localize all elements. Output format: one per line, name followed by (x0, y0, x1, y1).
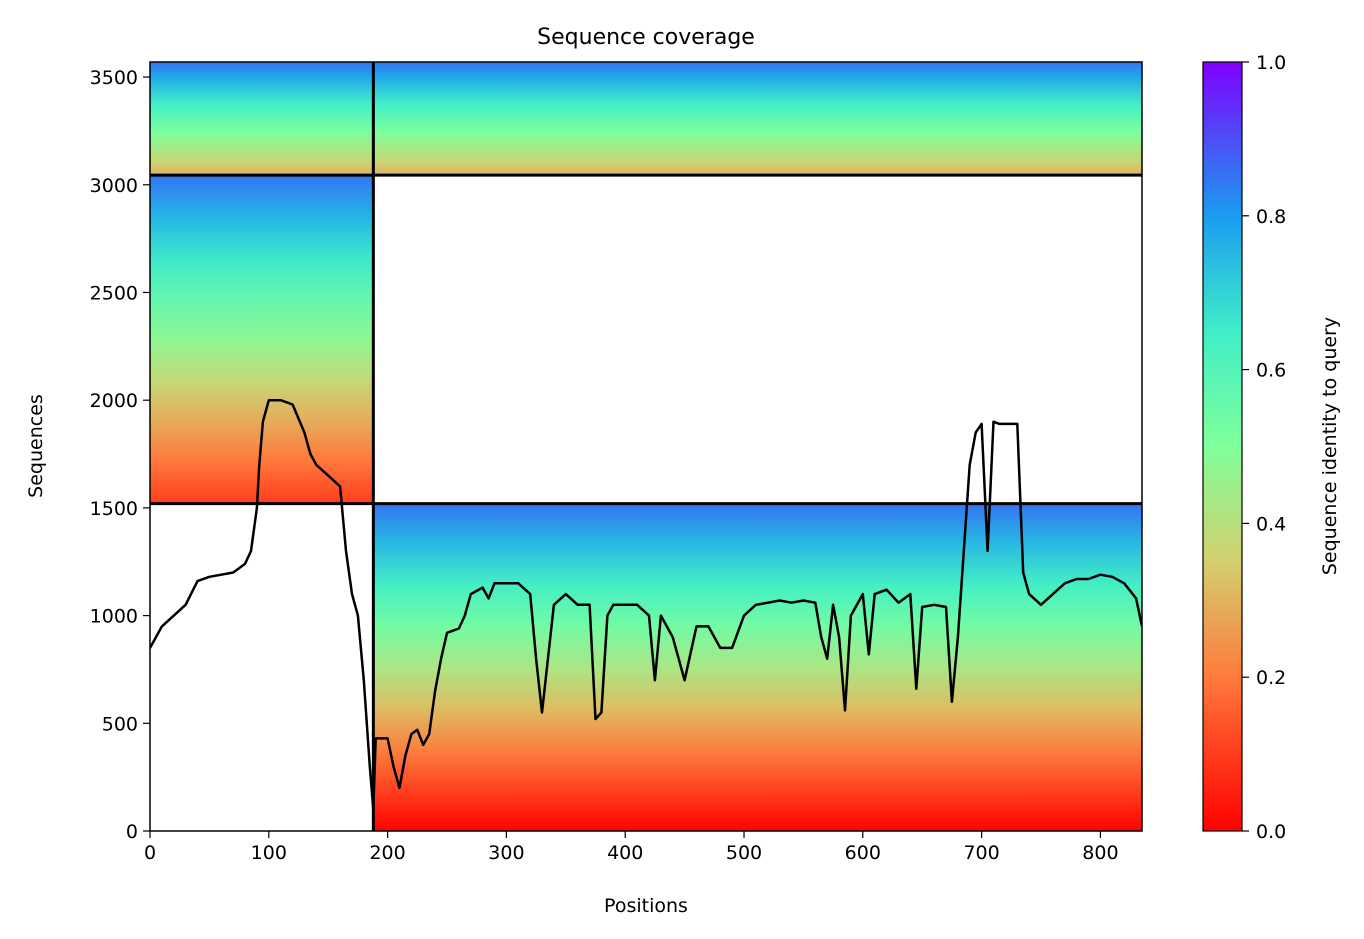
y-tick-label: 500 (102, 713, 138, 735)
y-tick-label: 3500 (90, 67, 138, 89)
colorbar-tick-label: 0.6 (1256, 360, 1286, 382)
y-tick-label: 3000 (90, 175, 138, 197)
x-tick-label: 400 (607, 842, 643, 864)
x-tick-label: 100 (251, 842, 287, 864)
x-tick-label: 700 (963, 842, 999, 864)
coverage-block (150, 175, 374, 504)
colorbar-tick-label: 0.4 (1256, 513, 1286, 535)
colorbar-gradient (1202, 61, 1243, 832)
y-tick-label: 0 (126, 821, 138, 843)
y-tick-label: 2000 (90, 390, 138, 412)
plot-area (149, 61, 1143, 832)
plot-frame (149, 61, 1143, 832)
colorbar-label: Sequence identity to query (1319, 317, 1341, 575)
colorbar-tick-label: 0.8 (1256, 206, 1286, 228)
x-tick-label: 600 (845, 842, 881, 864)
y-axis-ticks: 0 500 1000 1500 2000 2500 3000 3500 (90, 67, 150, 843)
y-tick-label: 1500 (90, 498, 138, 520)
x-tick-label: 800 (1082, 842, 1118, 864)
y-tick-label: 2500 (90, 282, 138, 304)
x-axis-label: Positions (604, 895, 688, 917)
coverage-block (373, 62, 1142, 176)
coverage-block (150, 62, 374, 176)
colorbar-ticks: 0.0 0.2 0.4 0.6 0.8 1.0 (1242, 52, 1286, 843)
x-tick-label: 200 (369, 842, 405, 864)
y-tick-label: 1000 (90, 606, 138, 628)
coverage-block (373, 503, 1142, 831)
coverage-line (150, 398, 1142, 811)
x-tick-label: 0 (144, 842, 156, 864)
colorbar-tick-label: 0.0 (1256, 821, 1286, 843)
y-axis-label: Sequences (25, 394, 47, 498)
colorbar-tick-label: 0.2 (1256, 667, 1286, 689)
x-tick-label: 500 (726, 842, 762, 864)
colorbar-tick-label: 1.0 (1256, 52, 1286, 74)
x-tick-label: 300 (488, 842, 524, 864)
colorbar: 0.0 0.2 0.4 0.6 0.8 1.0 Sequence identity to … (1202, 52, 1341, 843)
block-boundaries (150, 62, 1142, 831)
coverage-blocks (150, 62, 1142, 831)
x-axis-ticks: 0 100 200 300 400 500 600 700 800 (144, 831, 1119, 864)
chart-title: Sequence coverage (537, 25, 755, 50)
